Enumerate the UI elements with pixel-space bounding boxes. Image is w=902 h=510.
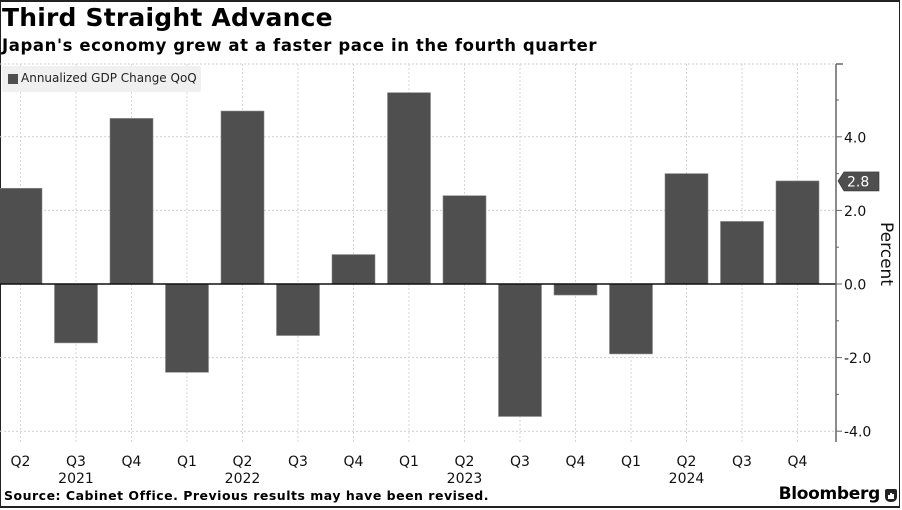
x-tick-label: Q4 [122,454,142,470]
bar-q1-2022 [165,283,209,373]
x-tick-label: Q2 [677,454,697,470]
x-tick-label: Q2 [233,454,253,470]
bloomberg-chart-icon [885,489,897,502]
x-tick-label: Q3 [66,454,86,470]
x-year-label: 2024 [669,471,705,487]
x-axis: Q2 Q3 Q4 Q1 Q2 Q3 Q4 Q1 Q2 Q3 Q4 Q1 Q2 Q3 Q4 2021 2022 20… [11,454,808,487]
x-tick-label: Q1 [399,454,419,470]
chart-title: Third Straight Advance [2,3,333,32]
x-year-label: 2023 [447,471,483,487]
bar-q1-2024 [609,283,653,355]
bloomberg-logo: Bloomberg [778,484,881,504]
x-tick-label: Q4 [566,454,586,470]
bar-q4-2023 [553,283,598,296]
y-axis: -4.0 -2.0 0.0 2.0 4.0 [835,63,871,442]
x-tick-label: Q3 [288,454,308,470]
x-year-label: 2021 [58,471,94,487]
bar-q3-2022 [276,283,320,336]
y-tick-label: 0.0 [844,278,866,294]
x-tick-label: Q2 [11,454,31,470]
x-tick-label: Q2 [455,454,475,470]
bar-q3-2024 [720,221,764,285]
x-tick-label: Q1 [177,454,197,470]
x-tick-label: Q4 [788,454,808,470]
y-axis-title: Percent [876,222,896,286]
x-tick-label: Q4 [344,454,364,470]
x-tick-label: Q1 [621,454,641,470]
bar-q4-2024 [775,180,820,285]
y-tick-label: -4.0 [844,425,871,441]
last-value-badge [837,171,880,192]
x-tick-label: Q3 [732,454,752,470]
x-tick-label: Q3 [510,454,530,470]
bar-q3-2023 [498,283,542,417]
bar-q3-2021 [54,283,98,344]
bars [0,92,820,417]
last-value-callout: 2.8 [837,171,880,192]
bar-q2-2023 [442,195,487,285]
last-value-text: 2.8 [847,174,869,190]
x-year-label: 2022 [225,471,261,487]
source-note: Source: Cabinet Office. Previous results… [4,488,489,503]
y-tick-label: -2.0 [844,351,871,367]
bar-q1-2023 [387,92,431,285]
y-tick-label: 2.0 [844,204,866,220]
bar-q2-2022 [220,110,265,285]
legend-label: Annualized GDP Change QoQ [21,71,197,85]
bar-q4-2022 [331,254,376,285]
y-tick-label: 4.0 [844,130,866,146]
bar-q2-2021 [0,188,43,285]
legend: Annualized GDP Change QoQ [2,66,201,92]
legend-swatch [8,74,18,84]
chart-subtitle: Japan's economy grew at a faster pace in… [2,36,598,55]
bar-q2-2024 [664,173,709,285]
bar-q4-2021 [109,118,154,285]
